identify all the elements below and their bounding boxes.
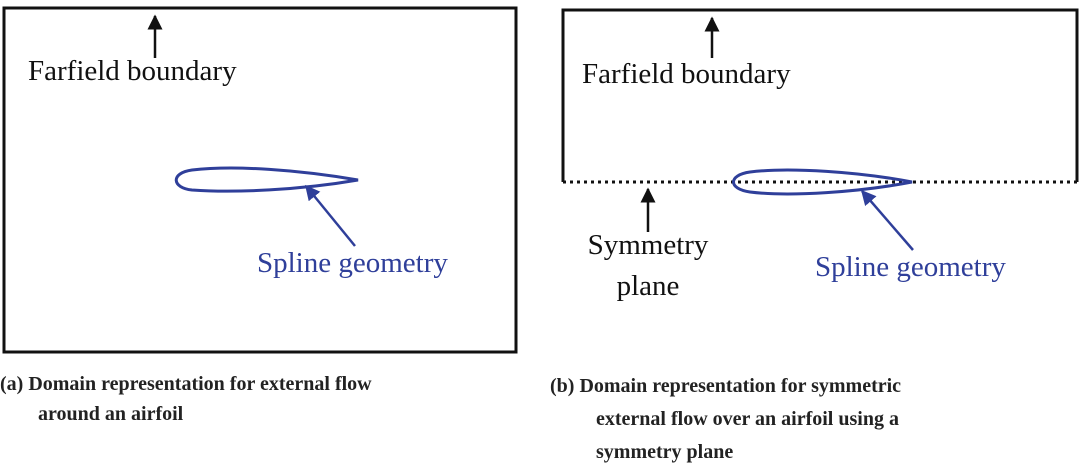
panel-a: Farfield boundary Spline geometry (a) Do… (0, 6, 518, 425)
geometry-arrow (305, 184, 356, 247)
caption-line: (b) Domain representation for symmetric (550, 375, 901, 397)
boundary-label: Farfield boundary (28, 55, 237, 87)
farfield-box (561, 8, 1079, 182)
symmetry-label: plane (617, 270, 680, 302)
caption-line: (a) Domain representation for external f… (0, 373, 372, 395)
caption-line: around an airfoil (38, 403, 184, 425)
geometry-arrow (861, 189, 914, 251)
caption-line: external flow over an airfoil using a (596, 408, 899, 430)
farfield-box (2, 6, 518, 354)
airfoil (174, 166, 359, 193)
boundary-label: Farfield boundary (582, 58, 791, 90)
airfoil (732, 168, 913, 196)
panel-b: Farfield boundary Spline geometry Symmet… (550, 8, 1079, 463)
symmetry-label: Symmetry (588, 229, 709, 261)
caption-line: symmetry plane (596, 441, 733, 463)
geometry-label: Spline geometry (815, 251, 1006, 283)
geometry-label: Spline geometry (257, 247, 448, 279)
